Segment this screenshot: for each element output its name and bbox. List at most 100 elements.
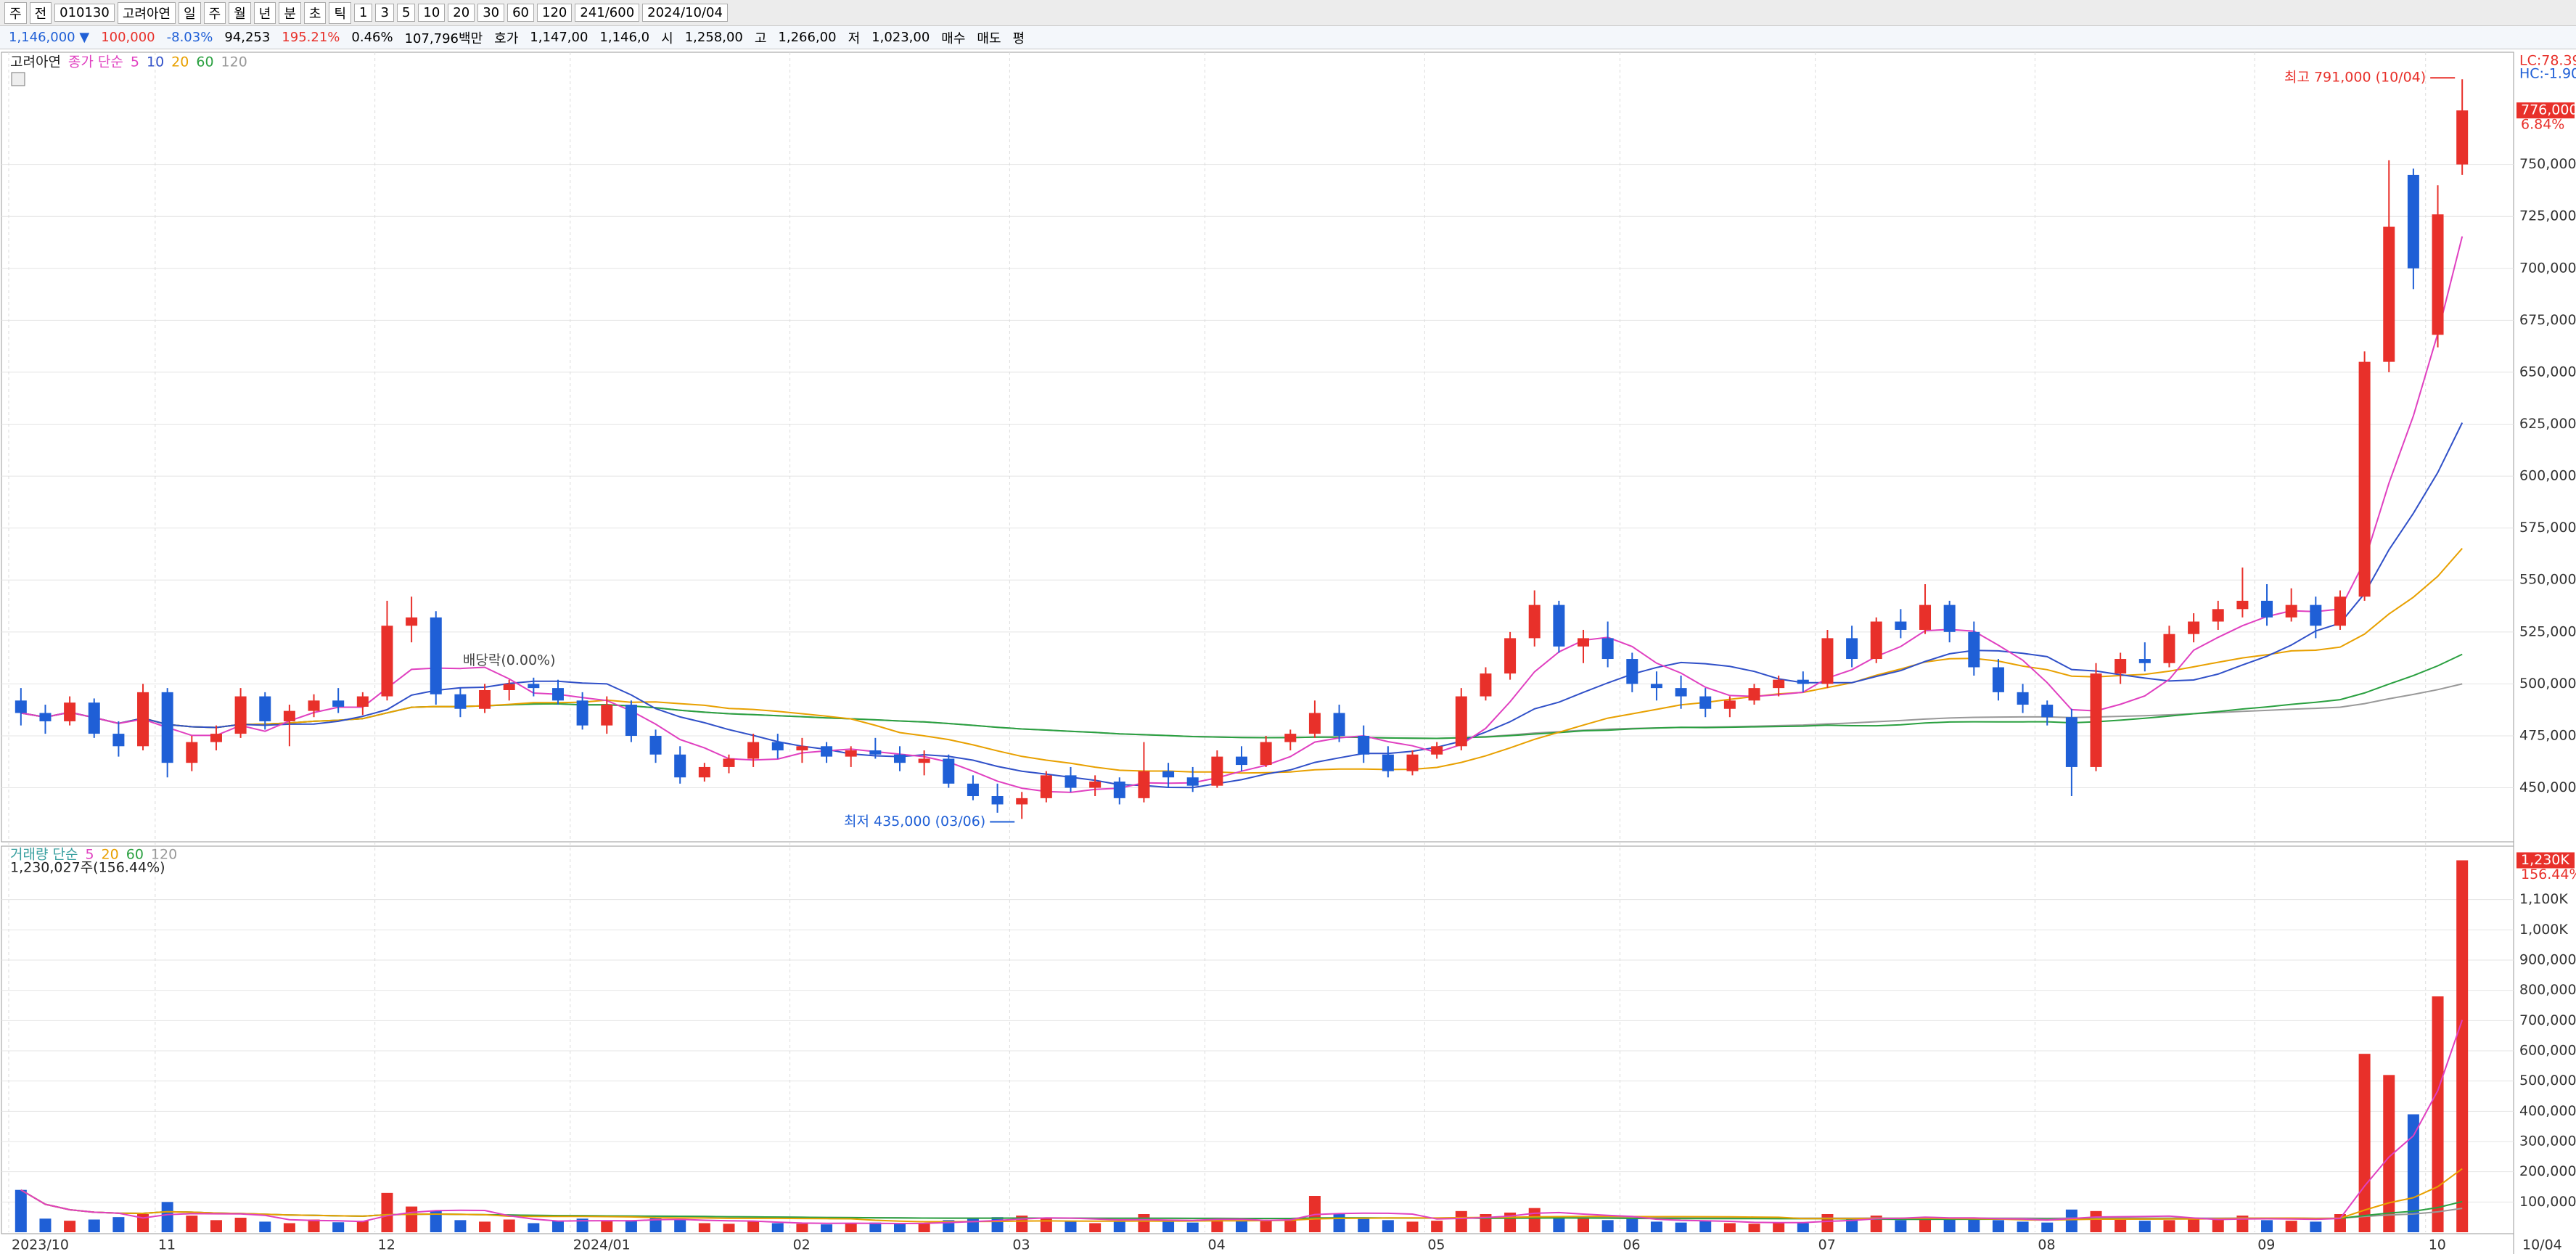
candle-body	[1308, 713, 1321, 734]
candle-body	[332, 700, 345, 707]
toolbar-button[interactable]: 010130	[54, 4, 115, 22]
candle-body	[15, 700, 27, 713]
y-tick-label: 1,000K	[2519, 922, 2568, 938]
candle-body	[1846, 638, 1858, 660]
panel-icon[interactable]	[11, 72, 25, 86]
toolbar-button[interactable]: 전	[29, 1, 52, 24]
volume-bar	[2212, 1218, 2224, 1232]
volume-bar	[528, 1223, 540, 1232]
moving-average	[20, 236, 2464, 793]
candle-body	[1797, 679, 1809, 684]
volume-bar	[796, 1224, 808, 1232]
quote-field: 호가	[494, 30, 519, 46]
candle-body	[161, 692, 173, 763]
volume-bar	[771, 1223, 784, 1232]
toolbar-button[interactable]: 10	[418, 4, 446, 22]
volume-moving-average	[20, 1020, 2464, 1225]
toolbar-button[interactable]: 20	[448, 4, 475, 22]
candle-body	[2065, 717, 2077, 767]
volume-bar	[576, 1218, 588, 1232]
toolbar-button[interactable]: 3	[375, 4, 394, 22]
candle-body	[2114, 659, 2127, 674]
candle-body	[283, 710, 295, 721]
candle-body	[1284, 734, 1297, 742]
x-tick-label: 2024/01	[573, 1237, 631, 1253]
volume-bar	[259, 1221, 271, 1232]
change-label: 6.84%	[2521, 117, 2564, 133]
volume-bar	[1382, 1220, 1394, 1232]
volume-bar	[2188, 1219, 2200, 1232]
candle-body	[1919, 605, 1932, 630]
volume-bar	[967, 1218, 979, 1232]
x-tick-label: 12	[378, 1237, 395, 1253]
legend-entry: 5	[85, 847, 94, 863]
legend-entry: 20	[171, 54, 189, 70]
volume-bar	[1211, 1218, 1223, 1232]
candle-body	[1821, 638, 1834, 684]
candle-body	[967, 783, 979, 797]
candle-body	[771, 742, 784, 751]
volume-bar	[2236, 1216, 2249, 1232]
volume-bar	[2114, 1218, 2127, 1232]
y-tick-label: 550,000	[2519, 572, 2576, 588]
candle-body	[1601, 638, 1614, 660]
toolbar-button[interactable]: 1	[354, 4, 373, 22]
volume-bar	[1601, 1220, 1614, 1232]
quote-field: 시	[661, 30, 673, 46]
toolbar-button[interactable]: 2024/10/04	[642, 4, 728, 22]
candle-body	[1992, 667, 2004, 692]
candle-body	[1675, 688, 1687, 697]
y-tick-label: 525,000	[2519, 623, 2576, 639]
volume-bar	[479, 1221, 491, 1232]
last-price-label: 776,000	[2521, 102, 2576, 118]
x-tick-label: 10	[2429, 1237, 2446, 1253]
toolbar-button[interactable]: 60	[507, 4, 535, 22]
y-tick-label: 1,100K	[2519, 891, 2568, 907]
volume-bar	[991, 1217, 1004, 1232]
toolbar-button[interactable]: 5	[396, 4, 416, 22]
toolbar-button[interactable]: 주	[4, 1, 27, 24]
toolbar-button[interactable]: 월	[229, 1, 251, 24]
toolbar-button[interactable]: 고려아연	[117, 1, 176, 24]
x-tick-label: 2023/10	[12, 1237, 69, 1253]
quote-field: 0.46%	[351, 30, 393, 45]
x-tick-label: 02	[793, 1237, 811, 1253]
volume-bar	[39, 1218, 52, 1232]
candle-body	[1089, 781, 1102, 788]
toolbar-button[interactable]: 일	[179, 1, 201, 24]
moving-average	[20, 422, 2464, 789]
quote-field: 195.21%	[282, 30, 340, 45]
volume-bar	[2383, 1075, 2395, 1232]
toolbar-button[interactable]: 분	[279, 1, 301, 24]
toolbar-button[interactable]: 초	[303, 1, 327, 24]
candle-body	[991, 796, 1004, 805]
toolbar-button[interactable]: 주	[203, 1, 226, 24]
candle-body	[2285, 605, 2297, 618]
volume-bar	[430, 1210, 442, 1232]
candle-body	[649, 735, 662, 755]
y-tick-label: 600,000	[2519, 468, 2576, 484]
toolbar-button[interactable]: 년	[253, 1, 276, 24]
x-tick-label: 11	[158, 1237, 176, 1253]
toolbar-button[interactable]: 241/600	[575, 4, 640, 22]
candle-body	[551, 688, 564, 701]
volume-bar	[332, 1222, 345, 1232]
y-tick-label: 800,000	[2519, 982, 2576, 998]
candle-body	[2212, 609, 2224, 622]
volume-bar	[283, 1223, 295, 1232]
toolbar-button[interactable]: 120	[537, 4, 573, 22]
quote-field: 1,147,00	[530, 30, 588, 45]
volume-bar	[1284, 1218, 1297, 1232]
volume-bar	[723, 1224, 735, 1232]
quote-bar: 1,146,000 ▼ 100,000 -8.03% 94,253 195.21% 0.4…	[0, 26, 2576, 49]
y-tick-label: 450,000	[2519, 779, 2576, 795]
candle-body	[2383, 226, 2395, 362]
y-tick-label: 900,000	[2519, 952, 2576, 968]
volume-bar	[2432, 996, 2444, 1232]
legend-entry: 60	[196, 54, 213, 70]
quote-field: 1,146,000 ▼	[9, 30, 90, 45]
x-tick-label: 07	[1818, 1237, 1836, 1253]
toolbar-button[interactable]: 틱	[329, 1, 352, 24]
toolbar-button[interactable]: 30	[477, 4, 505, 22]
x-tick-label: 08	[2038, 1237, 2055, 1253]
